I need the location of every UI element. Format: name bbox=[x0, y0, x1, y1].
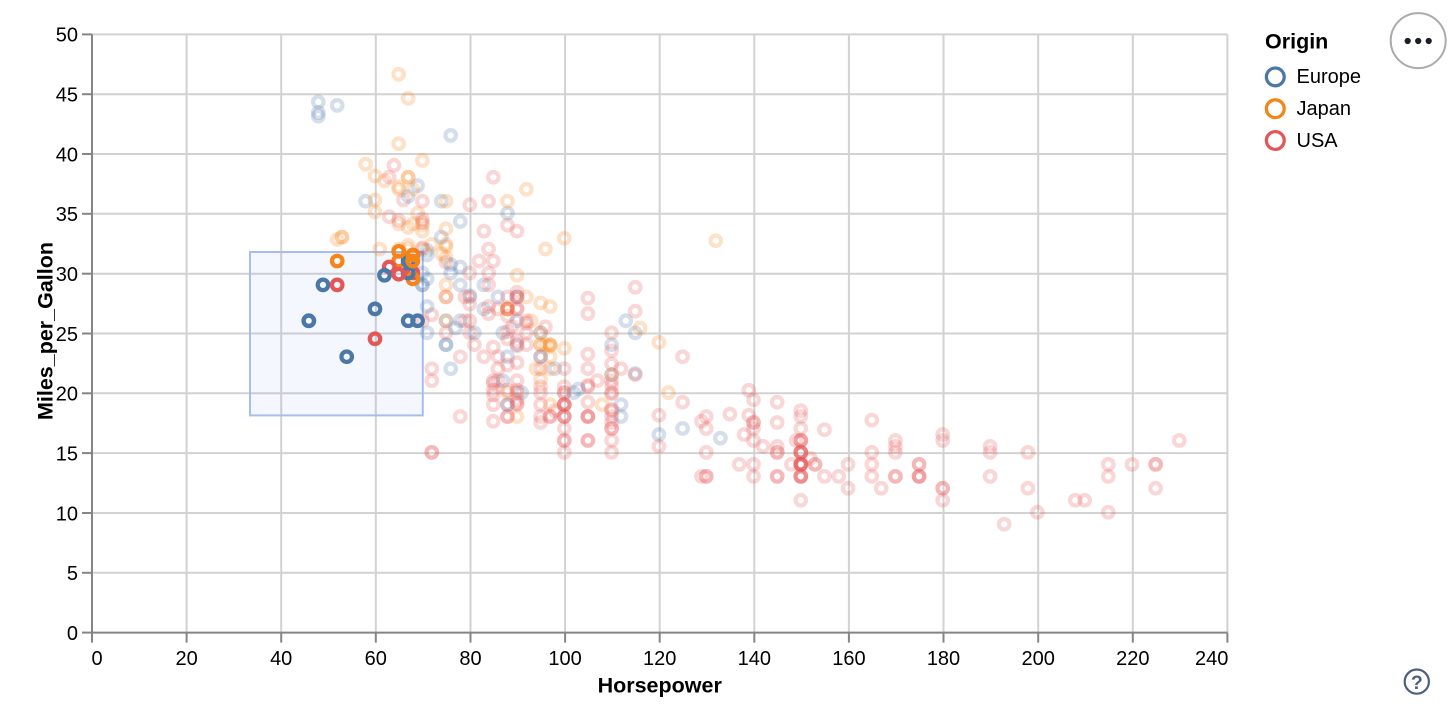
svg-text:25: 25 bbox=[56, 324, 78, 346]
svg-text:5: 5 bbox=[67, 563, 78, 585]
svg-text:30: 30 bbox=[56, 264, 78, 286]
svg-text:80: 80 bbox=[459, 648, 481, 670]
svg-text:100: 100 bbox=[548, 648, 581, 670]
svg-text:50: 50 bbox=[56, 25, 78, 47]
svg-text:10: 10 bbox=[56, 503, 78, 525]
svg-text:60: 60 bbox=[365, 648, 387, 670]
svg-text:Origin: Origin bbox=[1265, 30, 1328, 54]
svg-text:Miles_per_Gallon: Miles_per_Gallon bbox=[34, 242, 58, 420]
svg-text:0: 0 bbox=[92, 648, 103, 670]
svg-text:15: 15 bbox=[56, 443, 78, 465]
svg-text:Japan: Japan bbox=[1297, 98, 1352, 120]
svg-text:240: 240 bbox=[1195, 648, 1228, 670]
svg-text:40: 40 bbox=[56, 144, 78, 166]
svg-text:USA: USA bbox=[1297, 130, 1339, 152]
svg-text:160: 160 bbox=[832, 648, 865, 670]
svg-text:45: 45 bbox=[56, 85, 78, 107]
svg-text:200: 200 bbox=[1022, 648, 1055, 670]
svg-text:140: 140 bbox=[738, 648, 771, 670]
svg-text:220: 220 bbox=[1116, 648, 1149, 670]
svg-text:?: ? bbox=[1411, 672, 1423, 694]
svg-text:Horsepower: Horsepower bbox=[598, 674, 723, 698]
svg-text:120: 120 bbox=[643, 648, 676, 670]
svg-text:40: 40 bbox=[270, 648, 292, 670]
svg-text:0: 0 bbox=[67, 623, 78, 645]
svg-text:Europe: Europe bbox=[1297, 66, 1362, 88]
svg-text:180: 180 bbox=[927, 648, 960, 670]
svg-text:20: 20 bbox=[175, 648, 197, 670]
svg-text:35: 35 bbox=[56, 204, 78, 226]
svg-text:20: 20 bbox=[56, 384, 78, 406]
